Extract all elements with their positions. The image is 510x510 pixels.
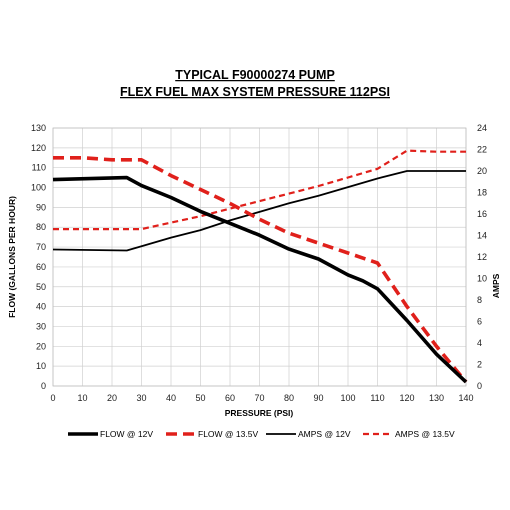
x-tick-label: 30 xyxy=(136,393,146,403)
y-left-tick-label: 20 xyxy=(36,341,46,351)
y-right-tick-label: 20 xyxy=(477,166,487,176)
legend-label-amps-13-5v: AMPS @ 13.5V xyxy=(395,429,455,439)
x-tick-label: 0 xyxy=(50,393,55,403)
y-left-tick-labels: 0 10 20 30 40 50 60 70 80 90 100 110 120 130 xyxy=(31,123,46,391)
y-left-tick-label: 60 xyxy=(36,262,46,272)
y-left-tick-label: 130 xyxy=(31,123,46,133)
legend-label-flow-13-5v: FLOW @ 13.5V xyxy=(198,429,258,439)
x-tick-label: 130 xyxy=(429,393,444,403)
y-left-tick-label: 50 xyxy=(36,282,46,292)
series-layer xyxy=(52,149,468,384)
series-line-amps-12v xyxy=(52,170,466,252)
x-tick-label: 60 xyxy=(225,393,235,403)
y-right-tick-label: 0 xyxy=(477,381,482,391)
y-right-tick-label: 6 xyxy=(477,317,482,327)
y-right-tick-label: 22 xyxy=(477,145,487,155)
y-right-tick-label: 16 xyxy=(477,209,487,219)
x-tick-label: 120 xyxy=(399,393,414,403)
series-line-flow-12v xyxy=(52,175,468,384)
y-left-tick-label: 40 xyxy=(36,302,46,312)
y-left-tick-label: 0 xyxy=(41,381,46,391)
y-left-tick-label: 110 xyxy=(32,163,46,173)
series-line-amps-13-5v xyxy=(53,149,466,231)
y-left-tick-label: 70 xyxy=(36,242,46,252)
y-right-tick-label: 14 xyxy=(477,231,487,241)
x-tick-label: 50 xyxy=(195,393,205,403)
y-left-tick-label: 80 xyxy=(36,222,46,232)
x-tick-label: 10 xyxy=(77,393,87,403)
chart-title-line-1: TYPICAL F90000274 PUMP xyxy=(175,68,335,82)
y-left-tick-label: 10 xyxy=(36,361,46,371)
x-axis-label: PRESSURE (PSI) xyxy=(225,408,294,418)
x-tick-label: 110 xyxy=(370,393,384,403)
y-left-tick-label: 90 xyxy=(36,202,46,212)
y-right-tick-label: 10 xyxy=(477,274,487,284)
y-right-tick-label: 18 xyxy=(477,188,487,198)
legend-label-amps-12v: AMPS @ 12V xyxy=(298,429,351,439)
x-tick-label: 70 xyxy=(254,393,264,403)
y-left-tick-label: 120 xyxy=(31,143,46,153)
x-tick-label: 90 xyxy=(313,393,323,403)
y-left-axis-label: FLOW (GALLONS PER HOUR) xyxy=(7,196,17,318)
y-right-axis-label: AMPS xyxy=(491,273,501,298)
y-right-tick-label: 4 xyxy=(477,338,482,348)
legend: FLOW @ 12V FLOW @ 13.5V AMPS @ 12V AMPS @ 1… xyxy=(68,429,455,439)
x-tick-label: 80 xyxy=(284,393,294,403)
series-line-flow-13-5v xyxy=(53,156,468,384)
y-right-tick-label: 8 xyxy=(477,295,482,305)
plot-area xyxy=(52,127,467,387)
y-right-tick-label: 12 xyxy=(477,252,487,262)
grid xyxy=(52,127,467,387)
legend-label-flow-12v: FLOW @ 12V xyxy=(100,429,153,439)
x-tick-label: 100 xyxy=(340,393,355,403)
y-left-tick-label: 100 xyxy=(31,183,46,193)
y-right-tick-label: 24 xyxy=(477,123,487,133)
x-tick-label: 140 xyxy=(458,393,473,403)
y-right-tick-label: 2 xyxy=(477,360,482,370)
x-tick-label: 20 xyxy=(107,393,117,403)
y-left-tick-label: 30 xyxy=(36,321,46,331)
x-tick-labels: 0 10 20 30 40 50 60 70 80 90 100 110 120 130 140 xyxy=(50,393,473,403)
chart-title-line-2: FLEX FUEL MAX SYSTEM PRESSURE 112PSI xyxy=(120,85,390,99)
x-tick-label: 40 xyxy=(166,393,176,403)
